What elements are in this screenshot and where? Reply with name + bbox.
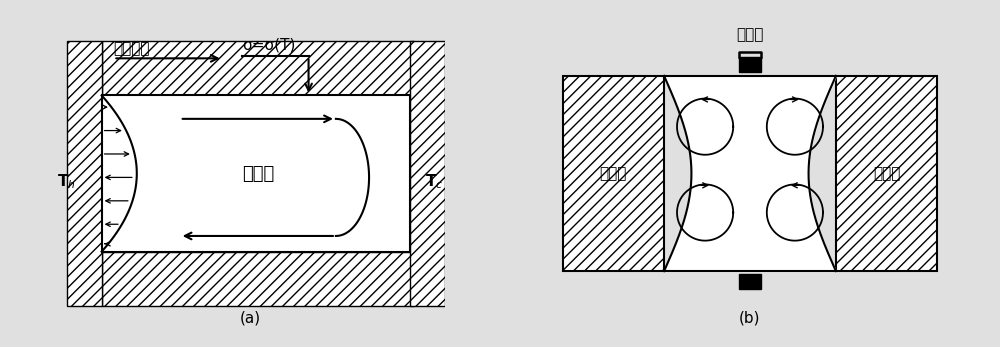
Bar (410, 41, 445, 306)
Text: 流体侧: 流体侧 (242, 164, 274, 183)
Text: T$_h$: T$_h$ (57, 172, 75, 191)
Text: 热毛细力: 热毛细力 (113, 41, 150, 56)
Text: 移动端: 移动端 (873, 166, 900, 181)
Bar (102, 252, 414, 306)
Bar (739, 274, 761, 289)
Text: (b): (b) (739, 311, 761, 326)
Bar (836, 76, 937, 271)
Text: T$_c$: T$_c$ (425, 172, 443, 191)
Text: σ=σ(T): σ=σ(T) (242, 37, 296, 52)
Bar (67, 41, 102, 306)
Text: (a): (a) (239, 311, 261, 326)
Text: 晶体棒: 晶体棒 (600, 166, 627, 181)
Bar (739, 57, 761, 72)
Bar (563, 76, 664, 271)
Text: 加热端: 加热端 (736, 27, 764, 42)
Bar (102, 95, 410, 252)
Bar (102, 41, 414, 95)
